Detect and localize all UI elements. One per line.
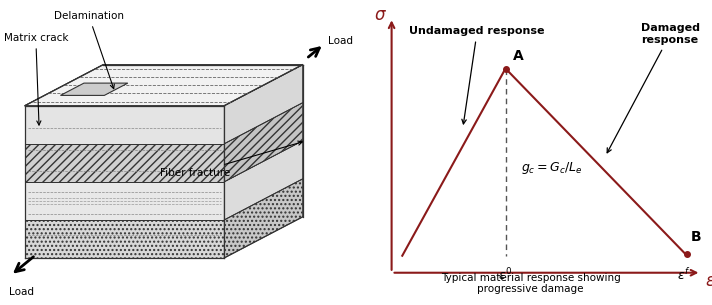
Polygon shape xyxy=(25,65,303,106)
Text: Delamination: Delamination xyxy=(54,11,124,89)
Polygon shape xyxy=(224,103,303,182)
Text: $g_c = G_c/L_e$: $g_c = G_c/L_e$ xyxy=(521,160,582,176)
Text: $\varepsilon$: $\varepsilon$ xyxy=(705,272,712,290)
Text: Matrix crack: Matrix crack xyxy=(4,33,68,125)
Polygon shape xyxy=(61,83,128,95)
Text: B: B xyxy=(691,230,701,244)
Polygon shape xyxy=(25,144,224,182)
Text: $\sigma$: $\sigma$ xyxy=(375,5,387,23)
Polygon shape xyxy=(25,65,303,106)
Polygon shape xyxy=(25,182,224,220)
Polygon shape xyxy=(224,179,303,258)
Text: A: A xyxy=(513,49,523,63)
Text: $\varepsilon^f$: $\varepsilon^f$ xyxy=(677,267,690,283)
Text: Typical material response showing
progressive damage: Typical material response showing progre… xyxy=(441,273,620,294)
Text: Load: Load xyxy=(9,287,34,297)
Text: Damaged
response: Damaged response xyxy=(607,23,700,153)
Text: Fiber fracture: Fiber fracture xyxy=(160,141,303,178)
Text: Undamaged response: Undamaged response xyxy=(409,27,545,124)
Text: Load: Load xyxy=(328,36,352,46)
Polygon shape xyxy=(25,106,224,144)
Polygon shape xyxy=(25,220,224,258)
Polygon shape xyxy=(224,141,303,220)
Polygon shape xyxy=(224,65,303,144)
Text: $\varepsilon^0$: $\varepsilon^0$ xyxy=(498,267,513,284)
